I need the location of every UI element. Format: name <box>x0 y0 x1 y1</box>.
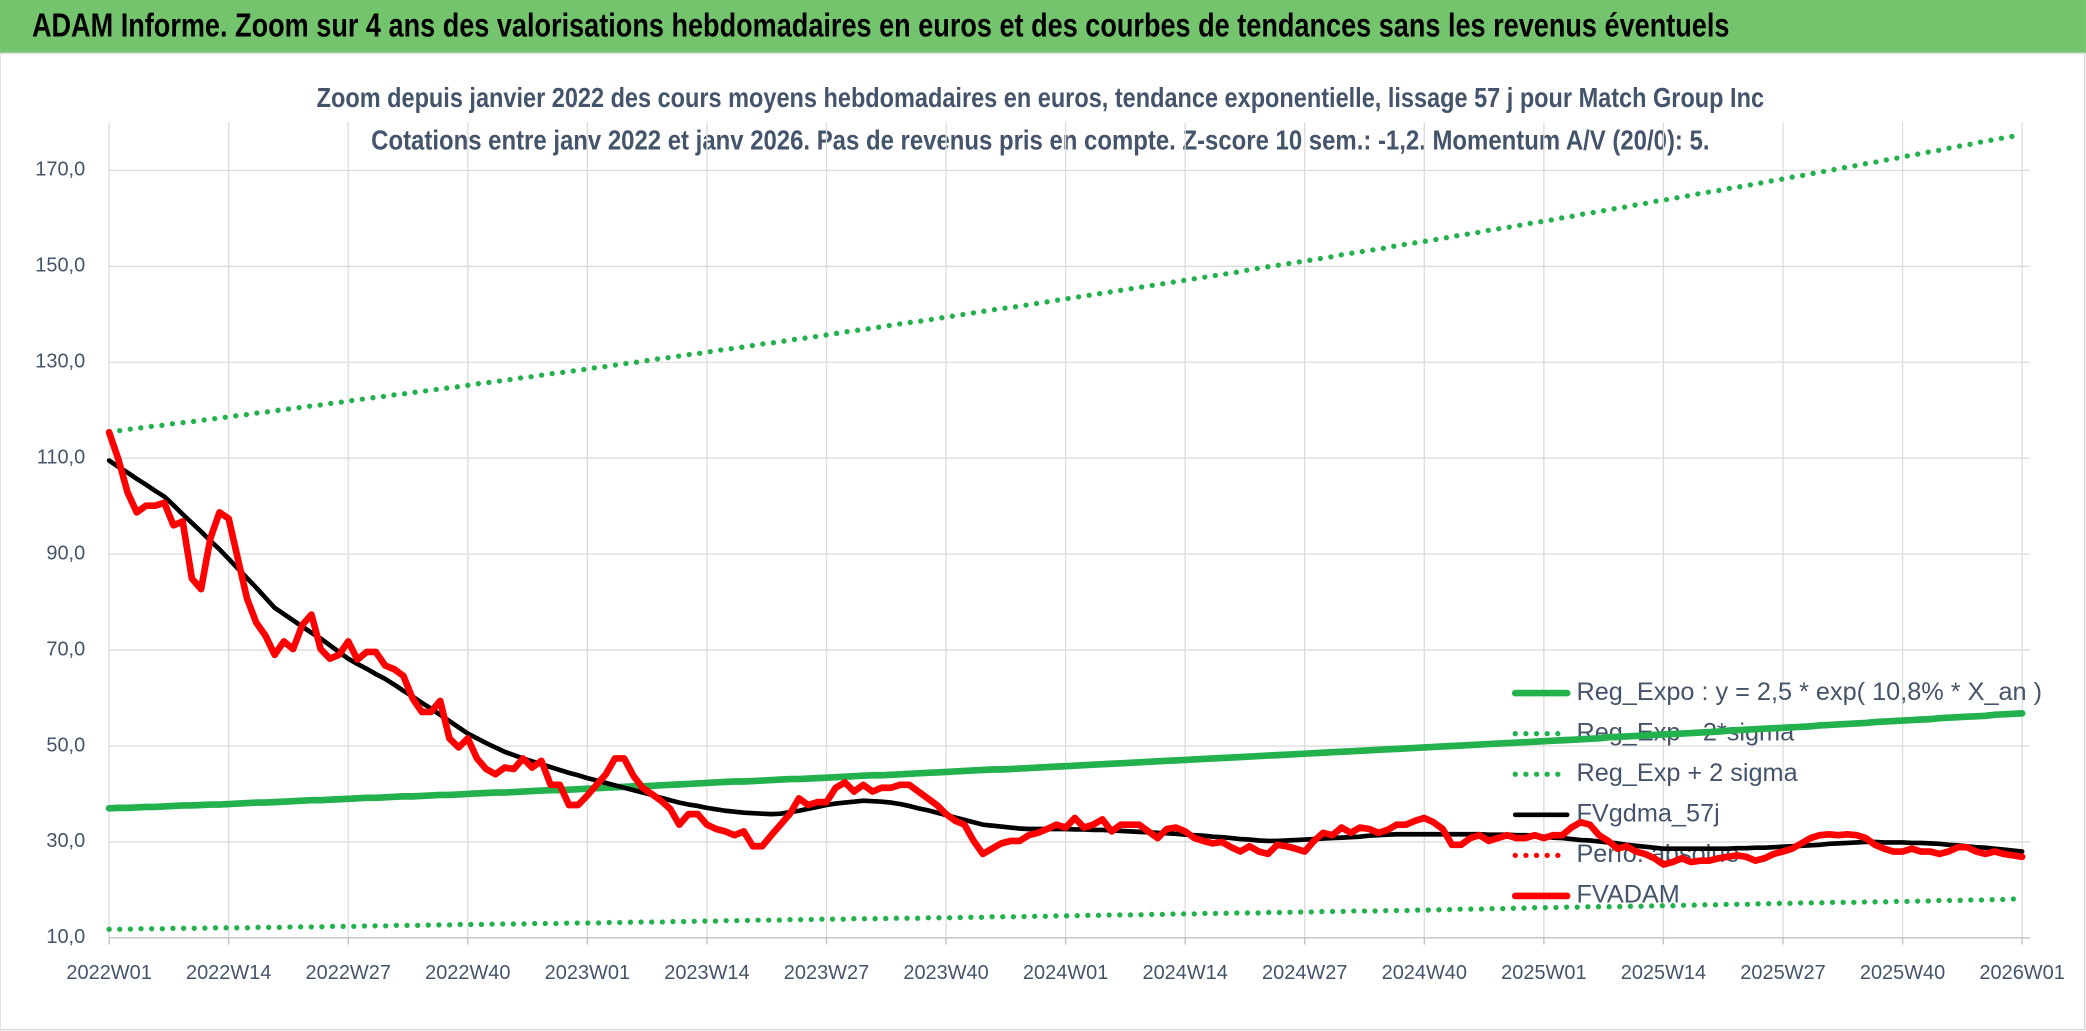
x-tick-label: 2023W01 <box>545 962 630 984</box>
plot-lines <box>105 131 2026 932</box>
y-tick-label: 10,0 <box>46 926 85 948</box>
x-tick-label: 2023W27 <box>784 962 869 984</box>
x-tick-label: 2022W14 <box>186 962 271 984</box>
legend-label: Reg_Expo : y = 2,5 * exp( 10,8% * X_an ) <box>1576 678 2042 706</box>
y-tick-label: 50,0 <box>46 734 85 756</box>
y-tick-label: 150,0 <box>35 255 85 277</box>
series-line <box>105 710 2026 812</box>
x-tick-label: 2025W01 <box>1501 962 1586 984</box>
x-tick-label: 2022W40 <box>425 962 510 984</box>
y-tick-label: 130,0 <box>35 351 85 373</box>
series-line <box>105 428 2026 868</box>
x-tick-label: 2025W14 <box>1621 962 1706 984</box>
series-line <box>106 896 2025 932</box>
x-tick-label: 2023W14 <box>664 962 749 984</box>
x-tick-label: 2025W27 <box>1740 962 1825 984</box>
legend-label: Reg_Exp + 2 sigma <box>1576 759 1798 787</box>
header-title: ADAM Informe. Zoom sur 4 ans des valoris… <box>32 8 1729 45</box>
y-tick-label: 90,0 <box>46 542 85 564</box>
x-tick-label: 2024W01 <box>1023 962 1108 984</box>
y-tick-label: 30,0 <box>46 830 85 852</box>
chart-subtitle: Cotations entre janv 2022 et janv 2026. … <box>371 125 1709 156</box>
series-line <box>106 131 2025 435</box>
x-tick-label: 2026W01 <box>1979 962 2064 984</box>
x-tick-label: 2024W40 <box>1382 962 1467 984</box>
chart-frame <box>0 52 2086 1031</box>
x-tick-label: 2025W40 <box>1860 962 1945 984</box>
y-tick-label: 170,0 <box>35 159 85 181</box>
x-tick-label: 2022W27 <box>306 962 391 984</box>
x-tick-label: 2023W40 <box>903 962 988 984</box>
y-tick-label: 110,0 <box>37 446 85 468</box>
header-bar <box>0 0 2086 54</box>
chart-title: Zoom depuis janvier 2022 des cours moyen… <box>317 82 1764 113</box>
y-tick-label: 70,0 <box>46 638 85 660</box>
legend: Reg_Expo : y = 2,5 * exp( 10,8% * X_an )… <box>1511 678 2042 909</box>
x-tick-label: 2024W27 <box>1262 962 1347 984</box>
grid: 10,0 30,0 50,0 70,0 90,0 110,0 130,0 150,0 170,0… <box>35 122 2065 984</box>
legend-label: FVgdma_57j <box>1576 799 1719 827</box>
x-tick-label: 2024W14 <box>1142 962 1227 984</box>
x-tick-label: 2022W01 <box>66 962 151 984</box>
